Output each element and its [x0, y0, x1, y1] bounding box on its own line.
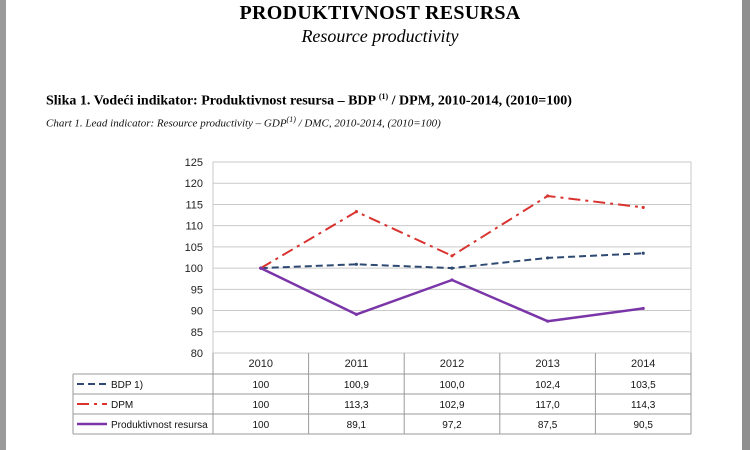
window-edge-right	[742, 0, 750, 450]
plot-area	[212, 161, 692, 354]
legend-label-pr: Produktivnost resursa	[111, 420, 208, 431]
data-label-dpm: 117,0	[535, 400, 560, 411]
y-tick-label: 80	[191, 348, 203, 360]
data-point-dpm	[641, 205, 645, 210]
caption-en-footnote: (1)	[286, 115, 296, 124]
legend-label-bdp: BDP 1)	[111, 380, 143, 391]
y-tick-label: 100	[185, 263, 203, 275]
series-line-dpm	[260, 195, 644, 269]
data-point-pr	[450, 278, 454, 282]
data-point-bdp	[450, 266, 454, 270]
data-point-dpm	[546, 194, 550, 198]
data-label-bdp: 100	[252, 380, 269, 391]
data-point-dpm	[354, 210, 358, 214]
data-point-bdp	[641, 251, 645, 255]
data-label-dpm: 114,3	[631, 400, 656, 411]
window-edge-left	[0, 0, 6, 450]
caption-en-rest: / DMC, 2010-2014, (2010=100)	[295, 117, 441, 130]
y-tick-label: 115	[185, 199, 203, 211]
data-point-pr	[546, 319, 550, 323]
y-tick-label: 95	[191, 284, 203, 296]
caption-bs-rest: / DPM, 2010-2014, (2010=100)	[388, 93, 572, 109]
data-label-pr: 90,5	[633, 420, 653, 431]
data-label-pr: 87,5	[538, 420, 558, 431]
x-tick-label: 2013	[535, 358, 559, 370]
x-tick-label: 2011	[345, 358, 369, 370]
chart-caption-english: Chart 1. Lead indicator: Resource produc…	[46, 115, 441, 130]
series-line-pr	[260, 266, 644, 323]
x-tick-label: 2010	[249, 358, 273, 370]
y-tick-label: 110	[185, 221, 203, 233]
y-tick-label: 120	[185, 178, 203, 190]
chart-caption-bosnian: Slika 1. Vodeći indikator: Produktivnost…	[46, 92, 572, 110]
data-point-pr	[259, 266, 263, 270]
y-tick-label: 105	[185, 242, 203, 254]
page-title: PRODUKTIVNOST RESURSA	[239, 2, 521, 24]
data-point-dpm	[450, 254, 454, 258]
data-label-bdp: 102,4	[535, 380, 560, 391]
data-point-pr	[641, 306, 645, 311]
caption-bs-main: Slika 1. Vodeći indikator: Produktivnost…	[46, 93, 379, 109]
caption-en-main: Chart 1. Lead indicator: Resource produc…	[46, 117, 287, 130]
data-label-dpm: 100	[252, 400, 269, 411]
data-label-bdp: 100,0	[439, 380, 464, 391]
data-point-pr	[354, 312, 358, 316]
data-label-dpm: 113,3	[344, 400, 369, 411]
data-label-pr: 97,2	[442, 420, 462, 431]
caption-bs-footnote: (1)	[378, 92, 389, 101]
data-label-bdp: 103,5	[631, 380, 656, 391]
data-label-pr: 100	[252, 420, 269, 431]
page-subtitle: Resource productivity	[301, 26, 459, 46]
x-tick-label: 2014	[631, 358, 655, 370]
y-tick-label: 125	[185, 157, 203, 169]
x-tick-label: 2012	[440, 358, 464, 370]
y-tick-label: 85	[191, 327, 203, 339]
data-point-bdp	[546, 256, 550, 260]
data-point-bdp	[354, 262, 358, 266]
data-label-pr: 89,1	[347, 420, 367, 431]
data-label-bdp: 100,9	[344, 380, 369, 391]
y-tick-label: 90	[191, 306, 203, 318]
data-label-dpm: 102,9	[439, 400, 464, 411]
legend-label-dpm: DPM	[111, 400, 133, 411]
